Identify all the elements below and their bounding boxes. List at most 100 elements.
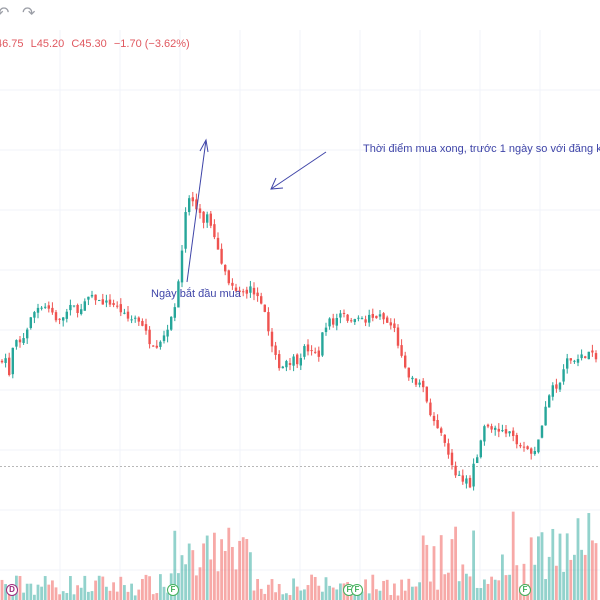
candle-body <box>432 415 436 422</box>
volume-bar <box>389 594 393 600</box>
candle-body <box>508 431 511 434</box>
candle-body <box>587 351 590 360</box>
chart-toolbar: ↶ ↷ <box>0 0 600 30</box>
volume-bar <box>328 585 331 600</box>
volume-bar <box>321 591 324 600</box>
volume-bar <box>407 578 411 600</box>
candle-body <box>87 296 90 300</box>
volume-bar <box>508 574 511 600</box>
volume-bar <box>331 587 335 600</box>
volume-bar <box>573 554 576 600</box>
candle-body <box>555 384 558 389</box>
volume-bar <box>94 580 97 600</box>
volume-bar <box>443 574 447 600</box>
volume-bar <box>591 540 594 600</box>
candle-body <box>152 345 155 347</box>
financials-marker[interactable]: F <box>167 584 179 596</box>
dividend-marker[interactable]: D <box>6 584 18 596</box>
volume-bar <box>72 594 76 600</box>
volume-bar <box>252 590 256 600</box>
candle-body <box>576 359 580 363</box>
volume-bar <box>310 574 313 600</box>
candle-body <box>364 319 367 323</box>
candle-body <box>58 318 61 320</box>
volume-bar <box>220 539 223 600</box>
volume-bar <box>540 532 544 600</box>
candle-body <box>486 424 490 427</box>
candle-body <box>0 360 4 363</box>
volume-bar <box>277 584 281 600</box>
volume-bar <box>65 592 69 600</box>
candle-body <box>173 307 176 318</box>
redo-icon[interactable]: ↷ <box>22 5 36 22</box>
volume-bar <box>29 583 33 600</box>
volume-bar <box>547 556 551 600</box>
candle-body <box>263 304 266 312</box>
volume-bar <box>461 564 465 600</box>
volume-bar <box>357 593 360 600</box>
volume-bar <box>47 584 51 600</box>
volume-bar <box>303 589 306 600</box>
candle-body <box>512 430 515 437</box>
volume-bar <box>285 593 288 600</box>
volume-bar <box>40 586 43 600</box>
volume-bar <box>4 584 7 600</box>
arrow-purchase-complete-head <box>270 177 284 190</box>
volume-bar <box>43 576 47 600</box>
volume-bar <box>259 588 263 600</box>
financials-marker[interactable]: F <box>351 584 363 596</box>
candle-body <box>580 354 583 359</box>
candle-body <box>382 313 385 320</box>
volume-bar <box>213 532 216 600</box>
volume-bar <box>25 583 29 600</box>
candle-body <box>11 347 14 375</box>
candle-body <box>522 446 526 448</box>
volume-bar <box>537 536 540 600</box>
financials-marker[interactable]: F <box>519 584 531 596</box>
candle-body <box>177 281 180 308</box>
candle-body <box>116 305 119 307</box>
candle-body <box>317 350 320 357</box>
candle-body <box>476 457 479 464</box>
volume-bar <box>418 582 421 600</box>
volume-bar <box>36 584 40 600</box>
volume-bar <box>493 579 497 600</box>
volume-bar <box>249 552 252 600</box>
volume-bar <box>529 537 533 600</box>
candle-body <box>418 382 421 385</box>
volume-bar <box>270 579 274 600</box>
candle-body <box>112 303 115 306</box>
volume-bar <box>378 590 382 600</box>
volume-bar <box>130 583 133 600</box>
candle-body <box>422 380 425 388</box>
volume-bar <box>79 587 83 600</box>
arrow-purchase-complete <box>270 151 327 190</box>
undo-icon[interactable]: ↶ <box>0 5 10 22</box>
candle-body <box>414 378 418 385</box>
volume-bar <box>414 586 418 600</box>
candle-body <box>328 318 331 327</box>
candle-body <box>346 314 349 321</box>
candle-body <box>404 355 407 368</box>
volume-bar <box>162 586 166 600</box>
candle-body <box>126 311 130 319</box>
candle-body <box>231 282 234 286</box>
candle-body <box>584 356 587 358</box>
volume-bar <box>339 583 342 600</box>
candle-body <box>76 304 79 313</box>
candle-body <box>108 299 112 305</box>
candle-body <box>425 386 428 402</box>
volume-bar <box>479 588 483 600</box>
candle-body <box>195 199 198 210</box>
candle-body <box>180 250 184 283</box>
candle-body <box>105 300 108 303</box>
candle-body <box>202 211 205 223</box>
candle-body <box>591 350 594 353</box>
annotation-start-buying: Ngày bắt đầu mua <box>151 288 241 300</box>
candle-body <box>436 419 439 429</box>
candle-body <box>137 317 140 322</box>
ohlc-change: −1.70 (−3.62%) <box>113 38 190 50</box>
arrow-start-buying <box>186 139 207 283</box>
candle-body <box>141 320 144 326</box>
